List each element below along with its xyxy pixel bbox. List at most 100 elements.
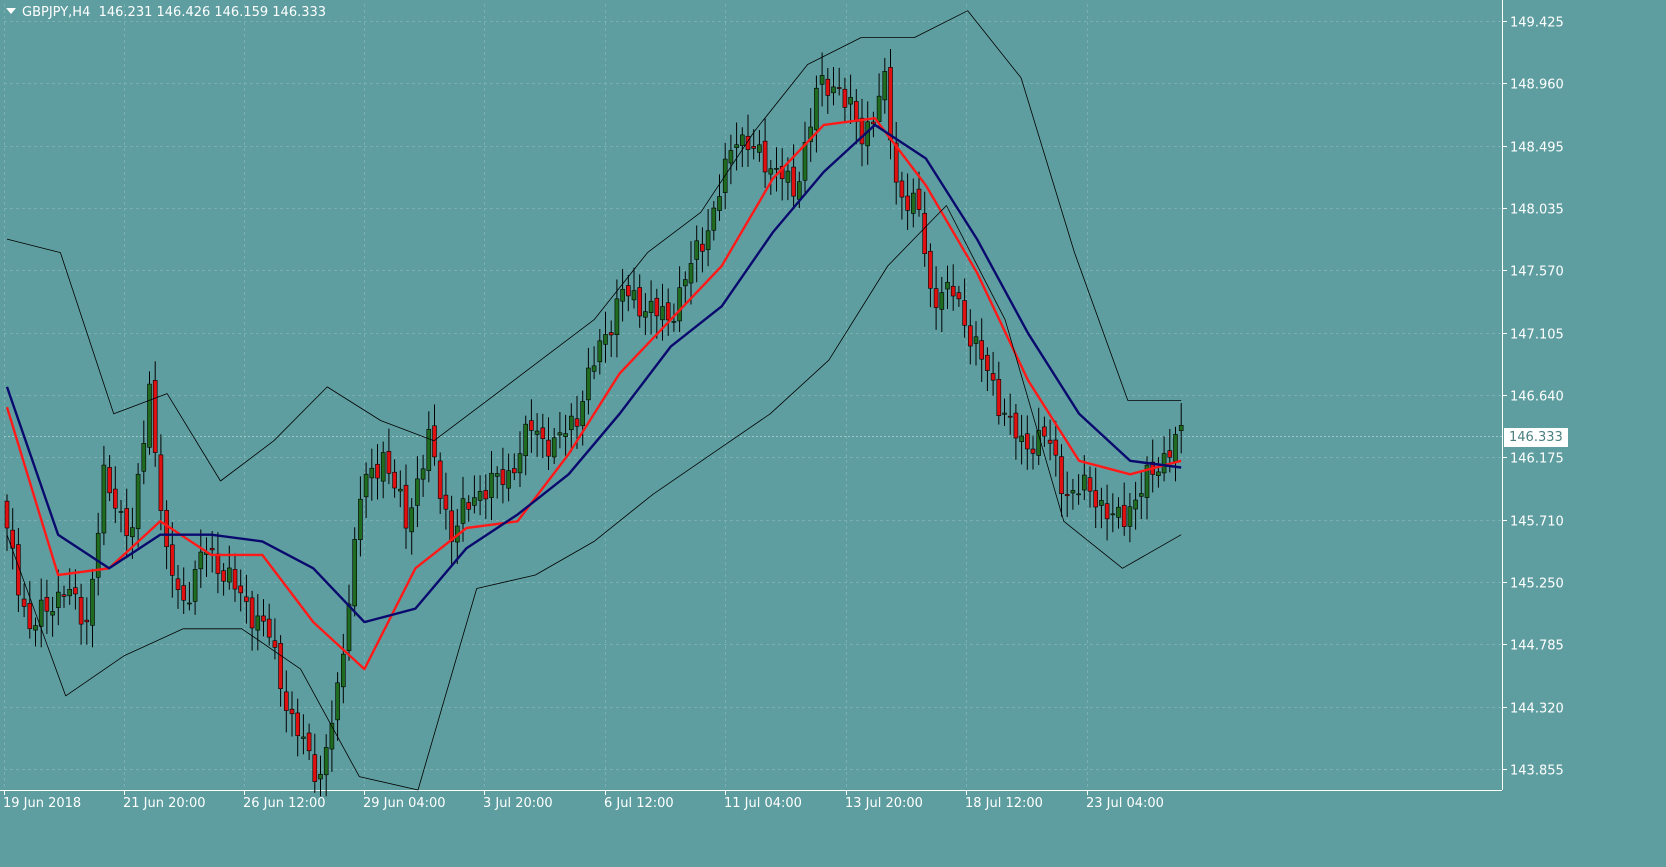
bull-candle-body (705, 230, 711, 250)
bull-candle-body (591, 365, 597, 372)
candle (1030, 435, 1036, 470)
bear-candle-body (124, 508, 129, 536)
candle (831, 66, 836, 106)
candle (1161, 436, 1167, 482)
bear-candle-body (164, 510, 169, 548)
bull-candle-body (38, 599, 44, 627)
bull-candle-body (489, 472, 494, 498)
bear-candle-body (244, 596, 249, 602)
bull-candle-body (1144, 464, 1150, 498)
y-tick-label: 148.035 (1510, 203, 1564, 218)
bear-candle-body (1053, 439, 1059, 456)
x-tick-label: 13 Jul 20:00 (845, 796, 923, 811)
candle (557, 412, 563, 449)
candle (340, 633, 346, 704)
candle (734, 122, 739, 171)
bear-candle-body (916, 188, 922, 210)
bear-candle-body (170, 544, 175, 576)
candle (238, 569, 243, 612)
bull-candle-body (688, 263, 694, 284)
bull-candle-body (648, 300, 654, 314)
bull-candle-body (882, 71, 888, 101)
candle (420, 454, 426, 497)
candle (540, 413, 546, 459)
bear-candle-body (905, 195, 910, 211)
bull-candle-body (597, 340, 603, 363)
candle (1019, 414, 1024, 465)
bear-candle-body (443, 494, 449, 510)
candle (38, 578, 44, 648)
bull-candle-body (814, 87, 819, 131)
x-tick-label: 6 Jul 12:00 (604, 796, 674, 811)
bull-candle-body (580, 401, 586, 426)
lower-band-line (6, 205, 1182, 791)
bull-candle-body (534, 430, 540, 435)
candle (1099, 487, 1104, 529)
bear-candle-body (888, 67, 893, 141)
bull-candle-body (517, 453, 523, 474)
candle (73, 569, 78, 610)
candle (95, 512, 101, 596)
candle (266, 603, 272, 646)
bear-candle-body (1059, 456, 1064, 494)
candle (323, 734, 329, 797)
bull-candle-body (557, 432, 563, 436)
candle (261, 599, 266, 637)
candle (568, 403, 574, 453)
bear-candle-body (1121, 504, 1127, 527)
bear-candle-body (1042, 426, 1047, 437)
candle (939, 276, 945, 333)
candle (477, 475, 483, 516)
candle (1121, 482, 1127, 536)
bear-candle-body (665, 302, 671, 321)
candle (791, 144, 796, 208)
bull-candle-body (95, 532, 101, 578)
bull-candle-body (1076, 493, 1081, 496)
candle (215, 532, 221, 594)
candle (1127, 492, 1133, 543)
bull-candle-body (614, 298, 620, 335)
symbol-name: GBPJPY,H4 (22, 5, 91, 20)
bull-candle-body (340, 653, 346, 688)
bear-candle-body (1007, 415, 1013, 418)
candle (50, 596, 55, 637)
candle (158, 434, 164, 531)
bear-candle-body (73, 587, 78, 595)
y-tick-label: 149.425 (1510, 16, 1564, 31)
candle (1013, 403, 1019, 460)
bull-candle-body (603, 334, 608, 345)
candle (774, 147, 779, 192)
candle (888, 48, 893, 160)
y-tick-label: 148.960 (1510, 78, 1564, 93)
candle (962, 278, 967, 338)
candle (853, 89, 859, 145)
candle (295, 698, 301, 757)
candle (358, 476, 363, 557)
y-tick-label: 143.855 (1510, 764, 1564, 779)
bull-candle-body (620, 288, 625, 302)
bear-candle-body (791, 166, 796, 197)
candle (175, 565, 181, 609)
candle (1104, 484, 1110, 541)
candle (694, 225, 700, 283)
bear-candle-body (871, 121, 876, 125)
bull-candle-body (426, 428, 432, 471)
candle (472, 475, 477, 514)
x-tick-label: 18 Jul 12:00 (965, 796, 1043, 811)
candle (187, 581, 192, 611)
candle (643, 293, 648, 336)
bear-candle-body (1064, 494, 1070, 497)
candle (84, 597, 90, 645)
bull-candle-body (586, 367, 591, 401)
y-tick-label: 145.710 (1510, 515, 1564, 530)
candle (244, 574, 249, 624)
bull-candle-body (910, 192, 916, 214)
triangle-down-icon[interactable] (6, 8, 16, 14)
bull-candle-body (1019, 435, 1024, 442)
candle (44, 579, 50, 634)
bull-candle-body (848, 97, 853, 105)
candle (608, 320, 614, 357)
bear-candle-body (985, 354, 990, 371)
